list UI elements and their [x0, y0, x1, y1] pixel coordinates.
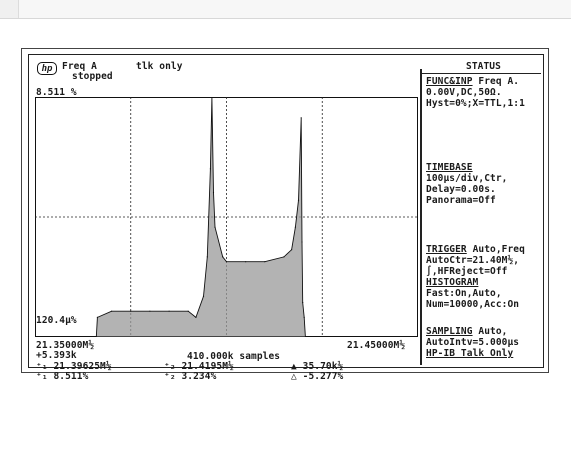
top-band-corner	[0, 0, 19, 18]
histogram-point	[211, 97, 213, 98]
histogram-label: HISTOGRAM	[426, 277, 479, 288]
histogram-point	[209, 168, 211, 170]
histogram-point	[149, 310, 151, 312]
histogram-point	[96, 316, 98, 318]
histogram-point	[301, 241, 303, 243]
trigger-line1: TRIGGER Auto,Freq	[426, 244, 525, 255]
marker2-freq: ⁺₂ 21.4195M½	[164, 361, 234, 372]
delta-freq: ▲ 35.70k½	[291, 361, 344, 372]
timebase-line1: 100μs/div,Ctr,	[426, 173, 508, 184]
talk-mode: tlk only	[136, 61, 183, 72]
marker1-freq: ⁺₁ 21.39625M½	[36, 361, 112, 372]
histogram-point	[283, 256, 285, 258]
timebase-line3: Panorama=Off	[426, 195, 496, 206]
histogram-point	[300, 117, 302, 119]
top-band	[0, 0, 571, 19]
sampling-line2: AutoIntv=5.000μs	[426, 337, 520, 348]
histogram-series	[95, 97, 306, 337]
histogram-line1: Fast:On,Auto,	[426, 288, 502, 299]
x-right-label: 21.45000M½	[347, 340, 406, 351]
x-left-label: 21.35000M½	[36, 340, 95, 351]
measurement-name: Freq A	[62, 61, 97, 72]
histogram-plot	[35, 97, 418, 337]
histogram-point	[206, 256, 208, 258]
y-top-label: 8.511 %	[36, 87, 77, 98]
hp-logo-icon: hp	[37, 62, 57, 75]
histogram-point	[297, 199, 300, 201]
histogram-point	[302, 301, 304, 304]
histogram-point	[222, 256, 224, 258]
run-state: stopped	[72, 71, 113, 82]
timebase-label: TIMEBASE	[426, 162, 473, 173]
histogram-point	[291, 249, 293, 251]
histogram-point	[168, 310, 170, 312]
histogram-point	[95, 336, 97, 337]
histogram-point	[202, 295, 205, 297]
histogram-area-0	[95, 97, 306, 337]
trigger-line3: ∫,HFReject=Off	[426, 266, 508, 277]
histogram-point	[214, 226, 216, 228]
histogram-point	[303, 316, 305, 318]
func-inp-line2: 0.00V,DC,50Ω.	[426, 87, 502, 98]
timebase-line2: Delay=0.00s.	[426, 184, 496, 195]
histogram-point	[304, 336, 306, 337]
func-inp-line3: Hyst=0%;X=TTL,1:1	[426, 98, 525, 109]
histogram-line2: Num=10000,Acc:On	[426, 299, 520, 310]
histogram-point	[225, 261, 228, 263]
trigger-line2: AutoCtr=21.40M½,	[426, 255, 520, 266]
status-divider	[422, 73, 541, 74]
histogram-point	[195, 316, 197, 318]
histogram-point	[111, 310, 113, 312]
histogram-point	[264, 261, 266, 263]
delta-pct: △ -5.277%	[291, 371, 344, 382]
histogram-point	[130, 310, 132, 312]
histogram-point	[294, 226, 296, 228]
histogram-point	[187, 310, 189, 312]
status-panel: STATUS FUNC&INP Freq A. 0.00V,DC,50Ω. Hy…	[420, 61, 541, 365]
marker2-pct: ⁺₂ 3.234%	[164, 371, 217, 382]
sample-count: 410.000k samples	[187, 351, 281, 362]
sampling-line1: SAMPLING Auto,	[426, 326, 508, 337]
y-bottom-label: 120.4μ%	[36, 315, 77, 326]
status-title: STATUS	[466, 61, 501, 72]
func-inp-line1: FUNC&INP Freq A.	[426, 76, 520, 87]
marker1-pct: ⁺₁ 8.511%	[36, 371, 89, 382]
histogram-point	[245, 261, 247, 263]
sampling-line3: HP-IB Talk Only	[426, 348, 514, 359]
instrument-screen: hp Freq A tlk only stopped 8.511 % 120.4…	[28, 54, 544, 382]
histogram-point	[212, 191, 215, 194]
printout-frame: hp Freq A tlk only stopped 8.511 % 120.4…	[21, 48, 549, 382]
division-label: +5.393k	[36, 350, 77, 361]
